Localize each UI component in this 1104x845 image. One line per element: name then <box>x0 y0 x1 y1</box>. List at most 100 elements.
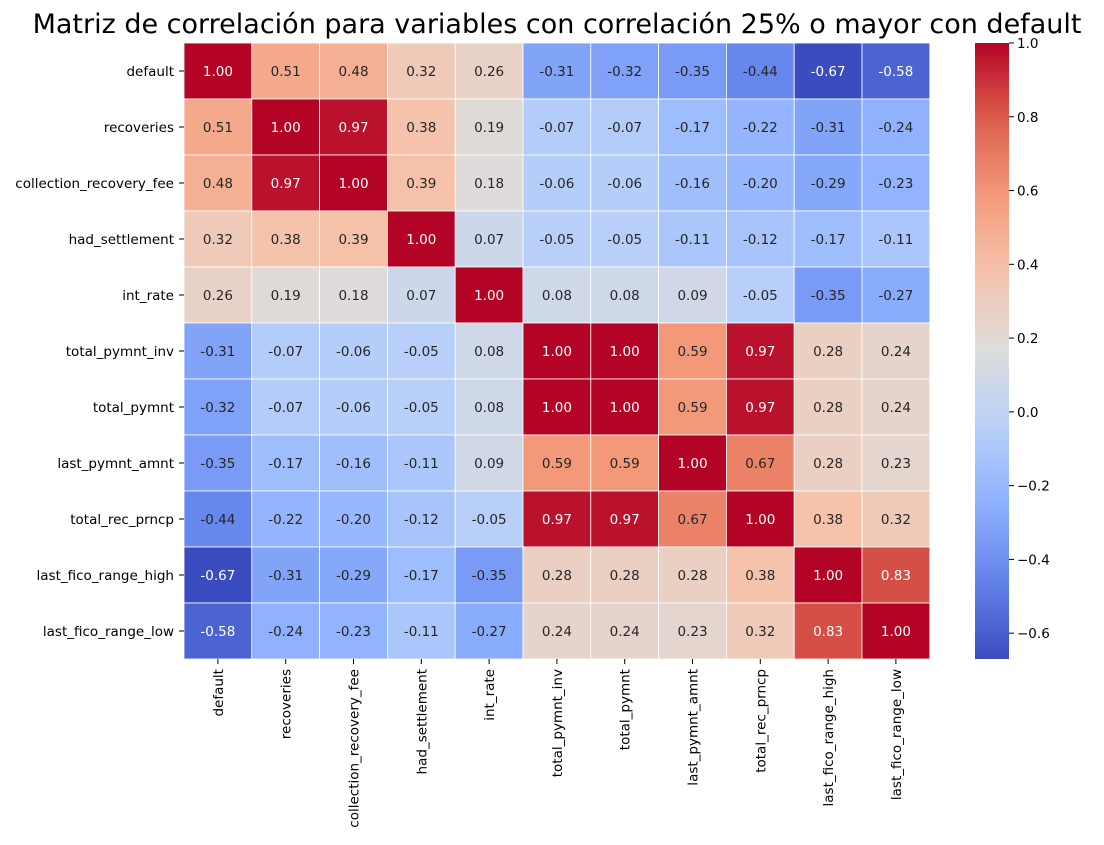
cell-value-label: -0.22 <box>743 120 778 136</box>
cell-value-label: 1.00 <box>610 400 640 416</box>
heatmap-cell <box>319 602 388 660</box>
heatmap-cell <box>861 322 931 380</box>
cell-value-label: 1.00 <box>745 512 775 528</box>
cell-value-label: -0.35 <box>675 64 710 80</box>
colorbar-tick-label: 0.8 <box>1017 110 1038 126</box>
heatmap-cell <box>658 98 727 156</box>
cell-value-label: 0.97 <box>610 512 640 528</box>
cell-value-label: -0.06 <box>539 176 574 192</box>
cell-value-label: -0.29 <box>336 568 371 584</box>
heatmap-cell <box>319 98 388 156</box>
cell-value-label: 0.23 <box>881 456 911 472</box>
heatmap-cell <box>454 546 524 604</box>
heatmap-cell <box>454 266 524 324</box>
heatmap-cell <box>726 154 795 212</box>
cell-value-label: 1.00 <box>406 232 436 248</box>
cell-value-label: -0.17 <box>675 120 710 136</box>
cell-value-label: 0.26 <box>474 64 504 80</box>
heatmap-cell <box>726 602 795 660</box>
cell-value-label: 0.59 <box>677 344 707 360</box>
cell-value-label: -0.11 <box>404 624 439 640</box>
heatmap-cell <box>522 266 592 324</box>
heatmap-cell <box>183 602 253 660</box>
heatmap-cell <box>454 98 524 156</box>
heatmap-cell <box>726 322 795 380</box>
cell-value-label: 1.00 <box>813 568 843 584</box>
cell-value-label: -0.23 <box>878 176 913 192</box>
heatmap-cell <box>793 602 863 660</box>
heatmap-cell <box>861 602 931 660</box>
cell-value-label: 0.28 <box>813 400 843 416</box>
cell-value-label: -0.31 <box>200 344 235 360</box>
cell-value-label: -0.27 <box>472 624 507 640</box>
cell-value-label: 1.00 <box>542 344 572 360</box>
y-tick-label-recoveries: recoveries <box>104 120 174 136</box>
cell-value-label: -0.32 <box>200 400 235 416</box>
heatmap-cell <box>251 602 321 660</box>
heatmap-cell <box>658 546 727 604</box>
heatmap-cell <box>522 546 592 604</box>
cell-value-label: 0.19 <box>474 120 504 136</box>
cell-value-label: -0.07 <box>268 344 303 360</box>
heatmap-cell <box>861 266 931 324</box>
cell-value-label: 0.09 <box>474 456 504 472</box>
x-tick-label-total-rec-prncp: total_rec_prncp <box>753 669 769 773</box>
heatmap-cell <box>522 210 592 268</box>
x-tick-label-last-pymnt-amnt: last_pymnt_amnt <box>686 669 702 786</box>
cell-value-label: 1.00 <box>610 344 640 360</box>
cell-value-label: 0.28 <box>677 568 707 584</box>
x-tick-label-total-pymnt: total_pymnt <box>618 669 634 750</box>
cell-value-label: 0.97 <box>745 400 775 416</box>
heatmap-cell <box>793 434 863 492</box>
y-tick-label-default: default <box>126 64 174 80</box>
heatmap-cell <box>861 434 931 492</box>
heatmap-cell <box>522 602 592 660</box>
cell-value-label: -0.11 <box>878 232 913 248</box>
cell-annotations: 1.00 0.51 0.48 0.32 0.26 -0.31 -0.32 -0.35 -0.44… <box>200 64 913 640</box>
cell-value-label: -0.35 <box>472 568 507 584</box>
heatmap-cells <box>183 42 931 660</box>
cell-value-label: 0.59 <box>542 456 572 472</box>
cell-value-label: 0.28 <box>610 568 640 584</box>
cell-value-label: 1.00 <box>881 624 911 640</box>
heatmap-cell <box>386 546 456 604</box>
heatmap-cell <box>726 210 795 268</box>
heatmap-cell <box>251 378 321 436</box>
cell-value-label: 0.32 <box>406 64 436 80</box>
heatmap-cell <box>386 322 456 380</box>
heatmap-cell <box>726 378 795 436</box>
heatmap-cell <box>183 98 253 156</box>
cell-value-label: 0.26 <box>203 288 233 304</box>
heatmap-cell <box>726 546 795 604</box>
heatmap-cell <box>251 42 321 100</box>
heatmap-cell <box>319 378 388 436</box>
cell-value-label: -0.22 <box>268 512 303 528</box>
cell-value-label: 0.24 <box>542 624 572 640</box>
cell-value-label: -0.24 <box>878 120 913 136</box>
cell-value-label: 0.09 <box>677 288 707 304</box>
cell-value-label: 0.24 <box>610 624 640 640</box>
x-tick-label-last-fico-range-high: last_fico_range_high <box>821 669 837 806</box>
cell-value-label: -0.06 <box>336 400 371 416</box>
cell-value-label: 0.97 <box>271 176 301 192</box>
cell-value-label: -0.07 <box>268 400 303 416</box>
cell-value-label: -0.05 <box>472 512 507 528</box>
heatmap-cell <box>590 266 659 324</box>
y-tick-label-total-pymnt: total_pymnt <box>93 400 174 416</box>
colorbar-tick-label: 0.4 <box>1017 257 1038 273</box>
heatmap-cell <box>726 98 795 156</box>
y-tick-label-int-rate: int_rate <box>122 288 174 304</box>
heatmap-cell <box>658 378 727 436</box>
heatmap-cell <box>183 434 253 492</box>
cell-value-label: 0.08 <box>474 344 504 360</box>
cell-value-label: 0.18 <box>338 288 368 304</box>
cell-value-label: 0.28 <box>542 568 572 584</box>
colorbar-tick-label: −0.6 <box>1017 626 1050 642</box>
heatmap-cell <box>454 42 524 100</box>
heatmap-cell <box>386 210 456 268</box>
cell-value-label: -0.27 <box>878 288 913 304</box>
heatmap-cell <box>522 378 592 436</box>
heatmap-cell <box>319 266 388 324</box>
heatmap-cell <box>454 154 524 212</box>
